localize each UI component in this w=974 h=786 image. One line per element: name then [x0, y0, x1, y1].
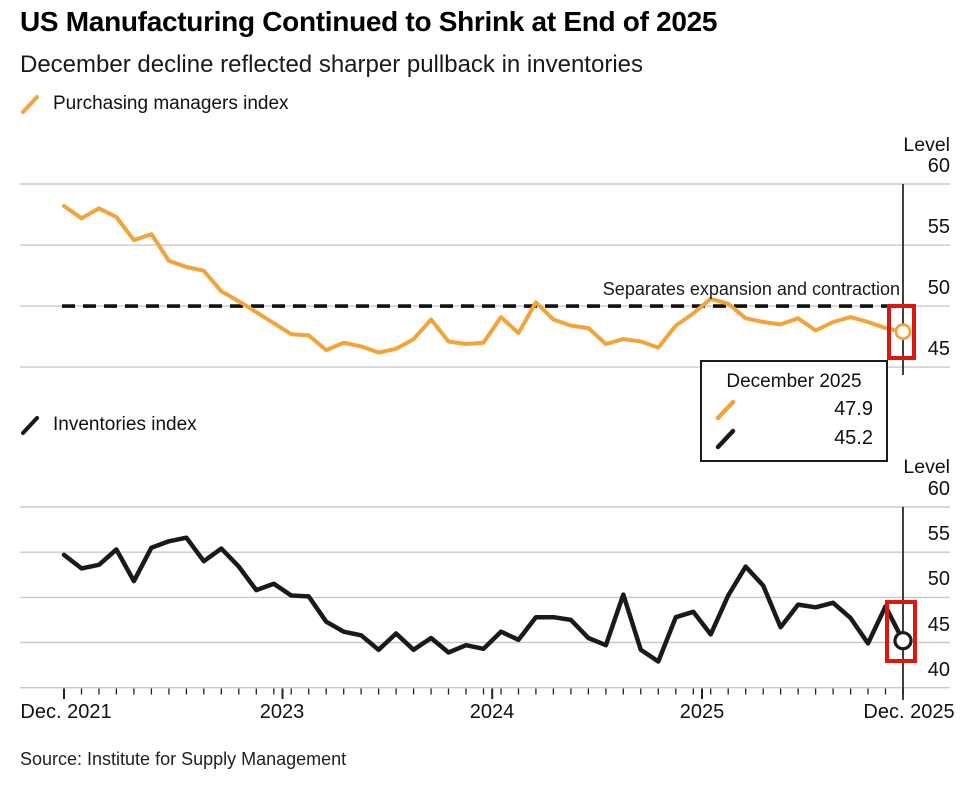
y-tick-label: 60 [927, 155, 950, 177]
y-tick-label: 60 [927, 478, 950, 500]
y-tick-label: 45 [927, 338, 950, 360]
y-axis-title-bottom: Level [903, 456, 950, 478]
highlight-box [887, 304, 916, 360]
y-tick-label: 55 [927, 523, 950, 545]
data-tooltip: December 2025 47.9 45.2 [700, 360, 888, 462]
x-tick-label: Dec. 2021 [20, 701, 112, 723]
y-tick-label: 45 [927, 614, 950, 636]
tooltip-pmi-value: 47.9 [834, 398, 873, 420]
legend-pmi: Purchasing managers index [20, 93, 289, 115]
tooltip-title: December 2025 [726, 371, 862, 392]
legend-inventories-label: Inventories index [53, 414, 197, 435]
y-tick-label: 55 [927, 216, 950, 238]
page-title: US Manufacturing Continued to Shrink at … [20, 6, 718, 37]
inventories-slash-icon [715, 428, 736, 450]
tooltip-row-pmi: 47.9 [715, 397, 873, 422]
pmi-slash-icon [715, 399, 736, 421]
x-tick-label: 2025 [679, 701, 725, 723]
page-subtitle: December decline reflected sharper pullb… [20, 51, 643, 78]
pmi-slash-icon [21, 95, 39, 114]
inventories-end-marker [893, 631, 913, 651]
pmi-end-marker [894, 323, 912, 341]
y-tick-label: 40 [927, 659, 950, 681]
pmi-line [62, 204, 905, 355]
tooltip-inventories-value: 45.2 [834, 427, 873, 449]
y-tick-label: 50 [927, 568, 950, 590]
legend-pmi-label: Purchasing managers index [53, 93, 289, 114]
source-note: Source: Institute for Supply Management [20, 749, 347, 769]
highlight-box [885, 600, 917, 663]
tooltip-row-inventories: 45.2 [715, 426, 873, 451]
x-tick-label: 2024 [469, 701, 515, 723]
x-tick-label: Dec. 2025 [863, 701, 955, 723]
ref-line-annotation: Separates expansion and contraction [602, 279, 900, 299]
x-tick-label: 2023 [259, 701, 305, 723]
legend-inventories: Inventories index [20, 414, 197, 436]
y-axis-title-top: Level [903, 134, 950, 156]
inventories-slash-icon [21, 416, 39, 435]
y-tick-label: 50 [927, 277, 950, 299]
inventories-line [61, 535, 906, 664]
